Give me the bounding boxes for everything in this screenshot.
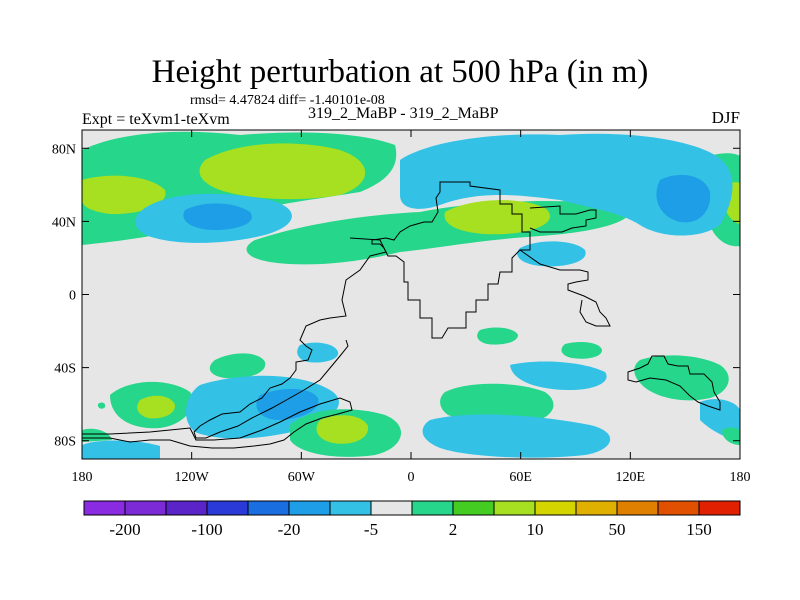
lon-tick-label: 120W (175, 470, 210, 485)
colorbar-swatch (493, 500, 536, 516)
contour-band-cyan (422, 414, 611, 458)
colorbar-swatch (616, 500, 659, 516)
contour-band-green-south (634, 355, 729, 401)
latitude-axis: 80N 40N 0 40S 80S (52, 142, 740, 450)
colorbar-swatch (452, 500, 495, 516)
colorbar: -200 -100 -20 -5 2 10 50 150 (83, 500, 741, 539)
colorbar-label: 2 (449, 520, 458, 539)
season-label: DJF (711, 108, 740, 127)
lon-tick-label: 60W (288, 470, 316, 485)
colorbar-label: 150 (686, 520, 712, 539)
colorbar-swatch (534, 500, 577, 516)
map-title: Height perturbation at 500 hPa (in m) (151, 54, 649, 90)
colorbar-label: 10 (527, 520, 544, 539)
colorbar-label: -5 (364, 520, 378, 539)
contour-band-green-south (82, 428, 112, 442)
lon-tick-label: 60E (509, 470, 532, 485)
contour-band-lime (82, 175, 166, 215)
colorbar-swatch (165, 500, 208, 516)
lon-tick-label: 180 (72, 470, 93, 485)
lat-tick-label: 0 (69, 289, 76, 304)
colorbar-swatch (206, 500, 249, 516)
contour-band-cyan (82, 440, 160, 459)
colorbar-swatch (83, 500, 126, 516)
colorbar-swatch (288, 500, 331, 516)
contour-band-lime (137, 395, 176, 419)
contour-band-green-south (209, 353, 266, 379)
experiment-label: Expt = teXvm1-teXvm (82, 111, 230, 128)
contour-band-cyan (510, 361, 607, 390)
colorbar-swatch (124, 500, 167, 516)
contour-band-blue (256, 388, 319, 420)
contour-band-lime (199, 143, 366, 200)
colorbar-swatch (657, 500, 700, 516)
contour-band-cyan (297, 342, 339, 363)
contour-band-cyan (400, 133, 733, 236)
contour-band-green-south (477, 327, 518, 345)
colorbar-label: -200 (109, 520, 140, 539)
colorbar-label: -100 (191, 520, 222, 539)
lon-tick-label: 180 (730, 470, 751, 485)
colorbar-swatch (247, 500, 290, 516)
lon-tick-label: 120E (616, 470, 646, 485)
contour-band-green-south (97, 402, 106, 409)
contour-fills (82, 131, 740, 459)
colorbar-swatch (329, 500, 372, 516)
contour-band-lime (444, 200, 551, 235)
lat-tick-label: 80S (54, 435, 76, 450)
contour-band-blue (183, 203, 252, 230)
case-label: 319_2_MaBP - 319_2_MaBP (308, 105, 499, 122)
colorbar-label: 50 (609, 520, 626, 539)
colorbar-swatch (411, 500, 454, 516)
contour-band-green-south (440, 383, 554, 424)
coastlines (82, 181, 721, 449)
lon-tick-label: 0 (408, 470, 415, 485)
colorbar-swatch (370, 500, 413, 516)
stats-line: rmsd= 4.47824 diff= -1.40101e-08 (190, 93, 385, 108)
lat-tick-label: 40N (52, 215, 76, 230)
lat-tick-label: 80N (52, 142, 76, 157)
contour-band-blue (656, 174, 711, 223)
colorbar-swatch (698, 500, 741, 516)
contour-band-cyan (517, 241, 586, 267)
colorbar-swatch (575, 500, 618, 516)
lat-tick-label: 40S (54, 362, 76, 377)
colorbar-label: -20 (278, 520, 301, 539)
longitude-axis: 180 120W 60W 0 60E 120E 180 (72, 130, 751, 485)
contour-band-green-south (561, 342, 602, 359)
contour-band-lime (316, 415, 369, 444)
